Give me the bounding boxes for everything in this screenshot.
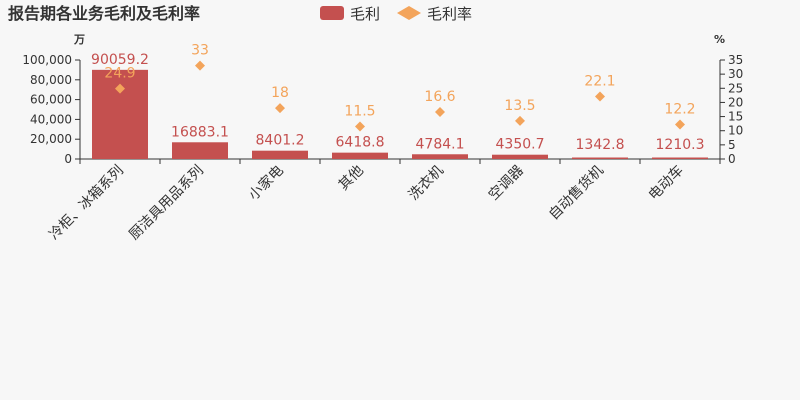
legend-item-gross-profit[interactable]: 毛利 bbox=[320, 5, 380, 23]
category-label: 小家电 bbox=[245, 162, 287, 204]
right-tick-label: 15 bbox=[728, 110, 743, 124]
right-tick-label: 35 bbox=[728, 53, 743, 67]
left-tick-label: 80,000 bbox=[30, 73, 72, 87]
legend-bar-swatch bbox=[320, 6, 344, 20]
bar-value-label: 1210.3 bbox=[656, 137, 705, 153]
rate-value-label: 22.1 bbox=[584, 73, 615, 89]
right-tick-label: 25 bbox=[728, 81, 743, 95]
left-tick-label: 60,000 bbox=[30, 93, 72, 107]
left-tick-label: 100,000 bbox=[22, 53, 72, 67]
bar bbox=[572, 157, 628, 159]
rate-value-label: 12.2 bbox=[664, 101, 695, 117]
bar bbox=[252, 150, 308, 159]
legend-label-gross-margin: 毛利率 bbox=[427, 5, 472, 23]
legend-label-gross-profit: 毛利 bbox=[350, 5, 380, 23]
legend: 毛利 毛利率 bbox=[320, 5, 472, 23]
category-label: 洗衣机 bbox=[406, 163, 447, 204]
rate-value-label: 24.9 bbox=[104, 66, 135, 82]
rate-point bbox=[595, 91, 605, 102]
rate-point bbox=[435, 107, 445, 118]
legend-item-gross-margin[interactable]: 毛利率 bbox=[397, 5, 472, 23]
bar-value-label: 4784.1 bbox=[416, 136, 465, 152]
rate-point bbox=[275, 103, 285, 114]
bar-value-label: 16883.1 bbox=[171, 124, 229, 140]
rate-value-label: 18 bbox=[271, 85, 289, 101]
rate-point bbox=[355, 121, 365, 132]
left-tick-label: 0 bbox=[64, 152, 72, 166]
left-tick-label: 20,000 bbox=[30, 132, 72, 146]
category-label: 厨洁具用品系列 bbox=[126, 163, 207, 244]
category-label: 其他 bbox=[336, 163, 367, 194]
right-axis-unit: % bbox=[714, 33, 725, 46]
category-label: 电动车 bbox=[645, 162, 687, 204]
right-tick-label: 0 bbox=[728, 152, 736, 166]
bar-value-label: 4350.7 bbox=[496, 137, 545, 153]
rate-value-label: 13.5 bbox=[504, 98, 535, 114]
rate-point bbox=[115, 83, 125, 94]
bar-value-label: 6418.8 bbox=[336, 135, 385, 151]
right-tick-label: 30 bbox=[728, 67, 743, 81]
rate-point bbox=[195, 60, 205, 71]
bar bbox=[332, 152, 388, 159]
bar-value-label: 1342.8 bbox=[576, 137, 625, 153]
bar-value-label: 90059.2 bbox=[91, 52, 149, 68]
category-label: 冷柜、冰箱系列 bbox=[46, 163, 127, 244]
legend-diamond-swatch bbox=[397, 6, 421, 20]
bar bbox=[492, 154, 548, 159]
bar bbox=[652, 157, 708, 159]
chart-title: 报告期各业务毛利及毛利率 bbox=[8, 4, 200, 23]
bar bbox=[172, 142, 228, 159]
bar bbox=[412, 154, 468, 159]
rate-value-label: 16.6 bbox=[424, 89, 455, 105]
rate-value-label: 11.5 bbox=[344, 103, 375, 119]
right-tick-label: 20 bbox=[728, 95, 743, 109]
right-tick-label: 10 bbox=[728, 124, 743, 138]
rate-point bbox=[515, 115, 525, 126]
right-tick-label: 5 bbox=[728, 138, 736, 152]
category-label: 自动售货机 bbox=[545, 162, 607, 224]
bar bbox=[92, 69, 148, 159]
left-tick-label: 40,000 bbox=[30, 112, 72, 126]
category-label: 空调器 bbox=[486, 163, 527, 204]
bar-value-label: 8401.2 bbox=[256, 133, 305, 149]
left-axis-unit: 万 bbox=[73, 33, 85, 46]
plot-area: 020,00040,00060,00080,000100,00005101520… bbox=[22, 43, 743, 243]
rate-value-label: 33 bbox=[191, 43, 209, 59]
rate-point bbox=[675, 119, 685, 130]
